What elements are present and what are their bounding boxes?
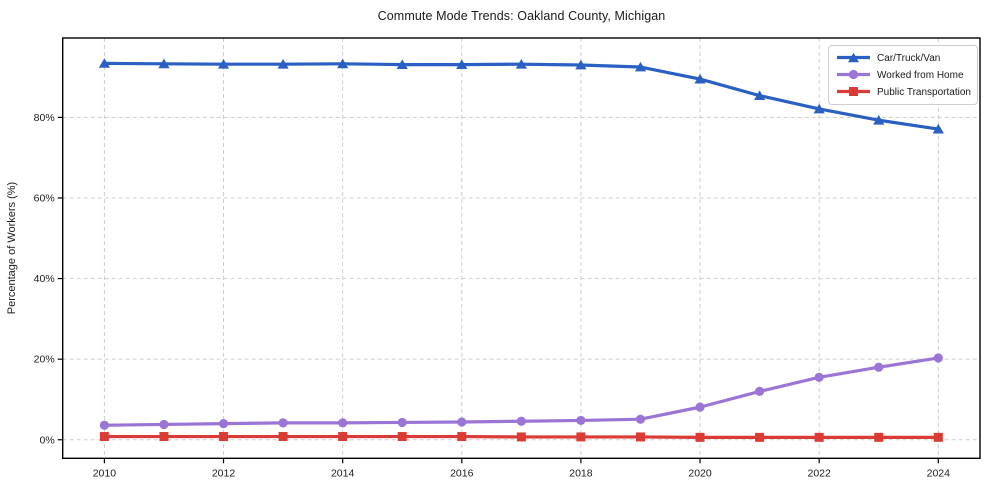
data-point-marker [219,432,229,442]
data-point-marker [277,58,289,69]
data-point-marker [575,59,587,70]
data-point-marker [755,432,765,442]
legend: Car/Truck/Van Worked from Home Public Tr… [828,45,978,105]
x-tick-label: 2010 [93,467,117,479]
data-point-marker [99,420,109,430]
data-point-marker [933,353,943,363]
legend-label: Car/Truck/Van [877,52,941,64]
data-point-marker [873,115,885,125]
data-point-marker [337,58,349,69]
data-point-marker [158,58,170,69]
x-tick-label: 2022 [807,467,831,479]
data-point-marker [98,58,110,68]
data-point-marker [754,90,766,101]
data-point-marker [932,123,944,134]
data-point-marker [99,432,109,442]
legend-swatch [837,86,870,98]
y-tick-label: 60% [34,192,55,204]
data-point-marker [874,432,884,442]
y-tick-label: 20% [34,354,55,366]
series-line-worked-from-home [102,356,940,427]
data-point-marker [933,432,943,442]
data-point-marker [635,414,646,424]
data-point-marker [813,103,825,114]
data-point-marker [396,59,408,69]
chart-title: Commute Mode Trends: Oakland County, Mic… [377,9,666,23]
data-point-marker [634,61,647,72]
data-point-marker [338,418,348,428]
data-point-marker [576,432,586,442]
data-point-marker [278,418,288,428]
x-tick-label: 2020 [688,467,712,479]
legend-marker-square-icon [837,87,870,96]
data-point-marker [457,432,467,442]
legend-label: Public Transportation [877,86,971,98]
data-point-marker [874,362,884,372]
y-tick-label: 40% [34,273,55,285]
legend-item: Worked from Home [837,68,969,82]
data-point-marker [397,432,407,442]
legend-item: Public Transportation [837,85,971,99]
data-point-marker [576,415,586,426]
x-tick-label: 2018 [569,467,593,479]
data-point-marker [694,73,706,84]
y-tick-label: 80% [34,112,55,124]
plot-border [62,37,981,459]
x-tick-label: 2014 [331,467,355,479]
data-point-marker [814,432,824,442]
legend-marker-triangle-icon [837,52,870,63]
x-tick-label: 2016 [450,467,474,479]
data-point-marker [515,58,527,69]
data-point-marker [814,372,824,382]
x-tick-label: 2012 [212,467,236,479]
series-line-car-truck-van [102,61,940,131]
data-point-marker [397,417,407,428]
legend-item: Car/Truck/Van [837,51,969,65]
data-point-marker [695,432,705,442]
legend-label: Worked from Home [877,69,964,81]
y-tick-label: 0% [40,434,55,446]
data-point-marker [456,59,468,69]
data-point-marker [278,432,288,442]
x-tick-label: 2024 [927,467,951,479]
data-point-marker [516,432,526,442]
data-point-marker [695,402,705,412]
data-point-marker [338,432,348,442]
data-point-marker [457,417,467,427]
data-point-marker [159,419,169,430]
legend-swatch [837,52,870,64]
data-point-marker [217,58,230,69]
data-point-marker [159,432,169,442]
data-point-marker [755,386,765,397]
data-point-marker [635,432,645,442]
legend-marker-circle-icon [837,69,870,80]
legend-swatch [837,69,870,81]
data-point-marker [218,419,229,429]
data-point-marker [516,416,526,426]
